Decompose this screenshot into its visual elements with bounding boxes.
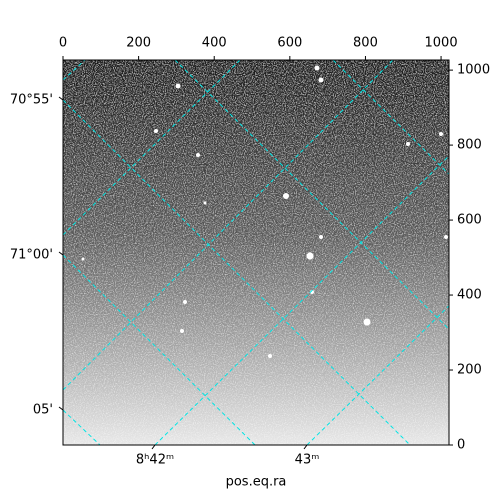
x-tick-label: 400 <box>202 36 227 51</box>
y-tick-label: 400 <box>457 288 482 303</box>
ra-tick <box>151 444 156 450</box>
coordinate-grid <box>63 60 449 445</box>
y-tick-label: 600 <box>457 213 482 228</box>
dec-tick <box>58 251 64 256</box>
y-tick-label: 800 <box>457 138 482 153</box>
dec-tick-label: 05' <box>33 403 53 418</box>
x-tick-label: 600 <box>277 36 302 51</box>
image <box>63 60 449 445</box>
dec-tick-label: 71°00' <box>10 248 53 263</box>
x-axis-label: pos.eq.ra <box>226 475 287 490</box>
stars <box>81 65 448 358</box>
dec-tick <box>58 406 64 411</box>
ra-tick-label: 43ᵐ <box>295 453 320 468</box>
x-tick-label: 200 <box>126 36 151 51</box>
ra-tick <box>303 444 308 450</box>
y-tick-label: 0 <box>457 438 465 453</box>
dec-tick-label: 70°55' <box>10 93 53 108</box>
x-tick-label: 1000 <box>425 36 458 51</box>
y-tick-label: 1000 <box>457 63 490 78</box>
dec-tick <box>58 96 64 101</box>
x-tick-label: 800 <box>353 36 378 51</box>
axes-frame <box>62 59 450 446</box>
x-tick-label: 0 <box>59 36 67 51</box>
ra-tick-label: 8ʰ42ᵐ <box>136 453 174 468</box>
y-tick-label: 200 <box>457 363 482 378</box>
